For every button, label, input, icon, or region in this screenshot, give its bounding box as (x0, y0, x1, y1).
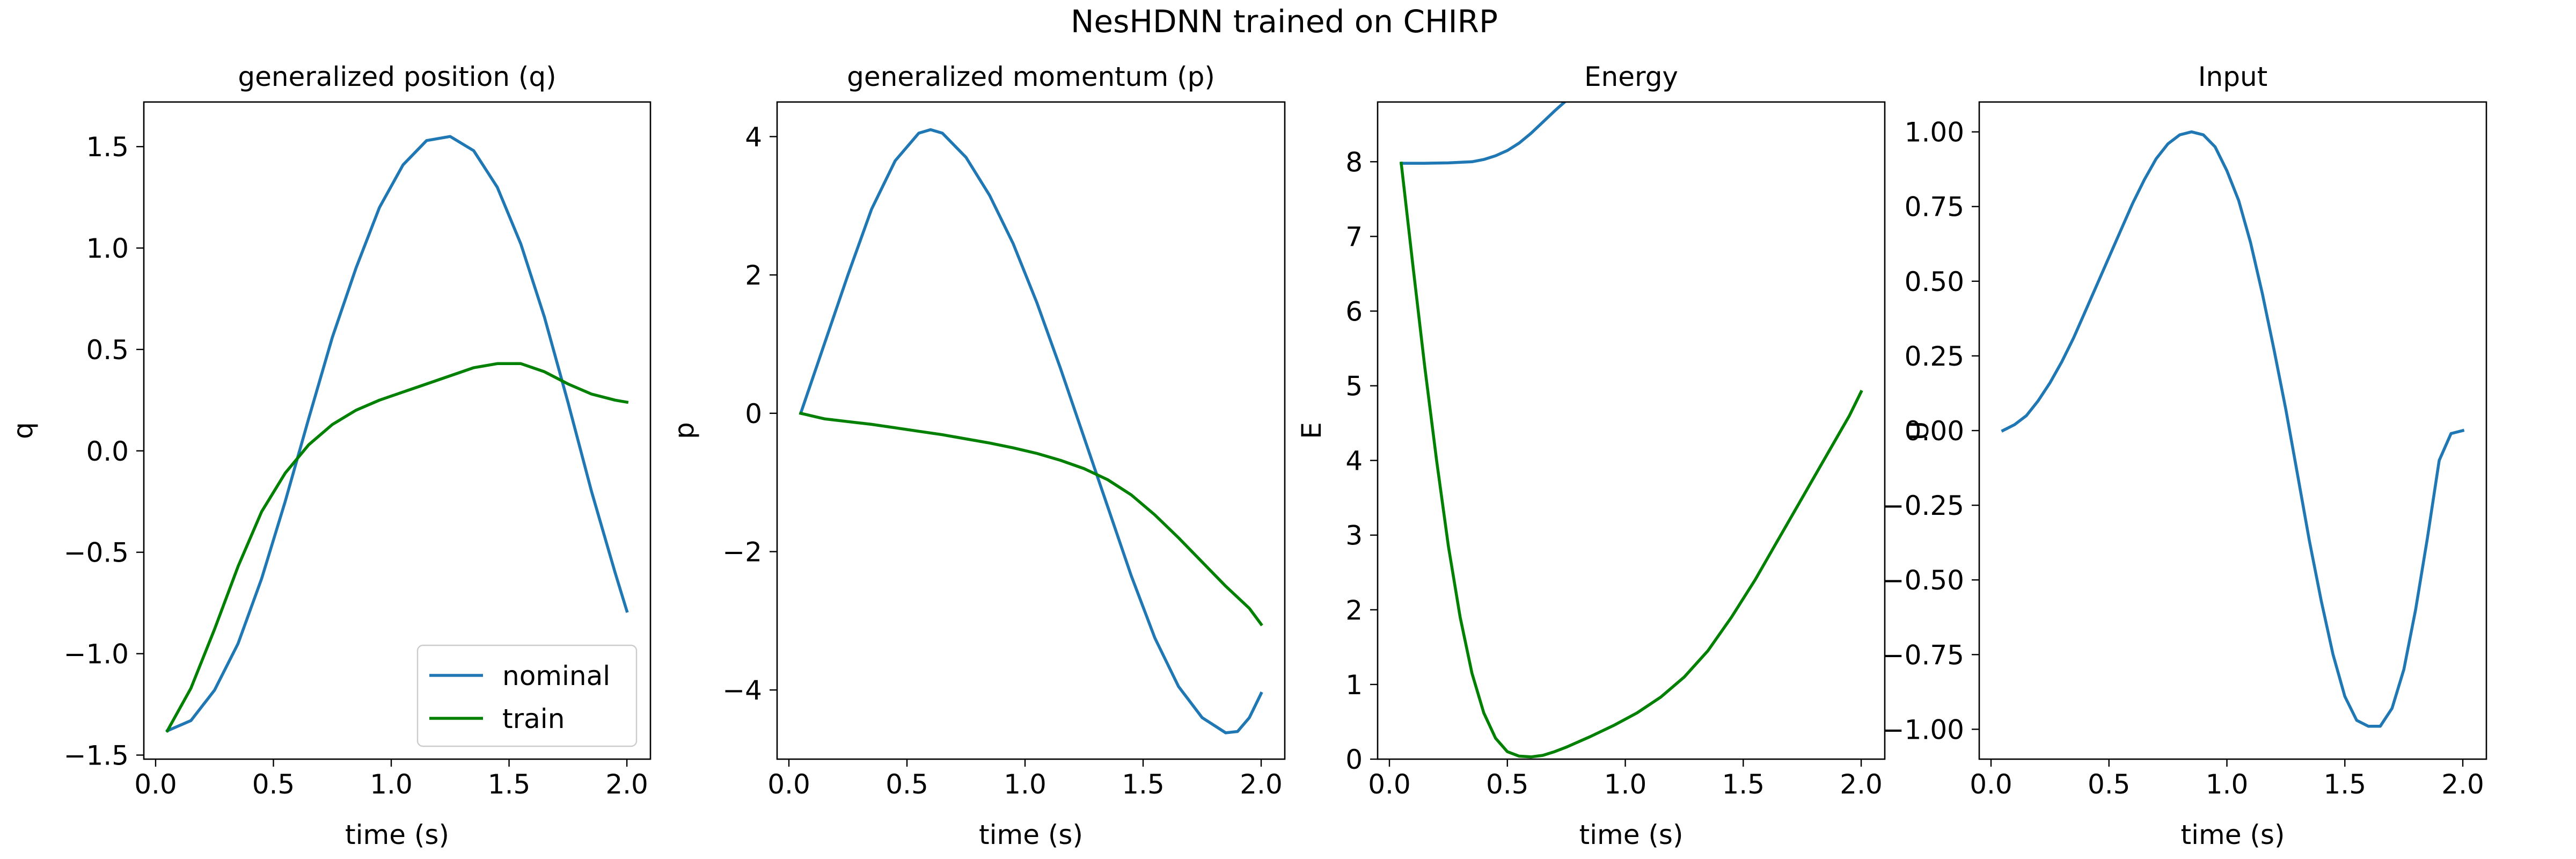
y-tick-label: −0.75 (1882, 639, 1964, 671)
series-nominal-line (1400, 102, 1567, 165)
x-axis-label: time (s) (1579, 819, 1684, 850)
x-tick-label: 0.0 (1970, 769, 2012, 800)
y-tick-label: 0.50 (1905, 266, 1964, 297)
x-axis-label: time (s) (979, 819, 1083, 850)
series-train-line (799, 411, 1263, 627)
y-tick-label: 0.25 (1905, 341, 1964, 372)
y-axis-label: E (1296, 422, 1327, 439)
series-train-line (1399, 162, 1863, 759)
y-tick-label: 0 (1345, 744, 1363, 775)
y-tick-label: −0.25 (1882, 490, 1964, 521)
x-tick-label: 1.5 (1722, 769, 1765, 800)
plot-frame (1978, 101, 2487, 760)
subplot-title: Energy (1584, 61, 1678, 92)
y-tick-label: −0.5 (64, 537, 129, 569)
plot-frame (776, 101, 1286, 760)
x-tick-label: 2.0 (605, 769, 648, 800)
y-tick-label: 6 (1345, 296, 1363, 327)
y-axis-label: q (8, 422, 39, 439)
subplot-2: 0.0 0.5 1.0 1.5 2.0 −4 −2 0 2 4 generalized moment… (669, 61, 1286, 850)
x-tick-label: 1.0 (370, 769, 413, 800)
x-axis-label: time (s) (345, 819, 449, 850)
subplot-1: 0.0 0.5 1.0 1.5 2.0 −1.5 −1.0 −0.5 0.0 0.5 1.0 1.5 g… (8, 61, 652, 850)
plot-frame (143, 101, 652, 760)
y-axis-label: p (669, 422, 700, 439)
x-tick-label: 0.5 (2088, 769, 2131, 800)
legend-label-train: train (502, 703, 565, 734)
y-axis-label: U (1904, 421, 1935, 441)
x-tick-label: 1.5 (2324, 769, 2367, 800)
x-tick-label: 1.0 (1604, 769, 1647, 800)
y-tick-label: 1 (1345, 669, 1363, 701)
y-tick-label: −4 (722, 675, 762, 706)
y-tick-label: 8 (1345, 147, 1363, 178)
subplot-3: 0.0 0.5 1.0 1.5 2.0 0 1 2 3 4 5 6 7 8 Energy time (s) E (1296, 61, 1886, 850)
y-tick-label: −2 (722, 536, 762, 567)
x-tick-label: 1.5 (488, 769, 531, 800)
axes-root: 0.0 0.5 1.0 1.5 2.0 −1.5 −1.0 −0.5 0.0 0.5 1.0 1.5 g… (8, 61, 2487, 850)
y-tick-label: 7 (1345, 221, 1363, 252)
y-tick-label: −0.50 (1882, 565, 1964, 596)
y-tick-label: 0.0 (86, 436, 129, 467)
y-tick-label: 1.00 (1905, 117, 1964, 148)
x-tick-label: 1.5 (1122, 769, 1165, 800)
y-tick-label: −1.0 (64, 639, 129, 670)
y-tick-label: 1.0 (86, 233, 129, 264)
y-tick-label: 5 (1345, 371, 1363, 402)
subplot-4: 0.0 0.5 1.0 1.5 2.0 −1.00 −0.75 −0.50 −0.25 0.00 0… (1882, 61, 2487, 850)
y-tick-label: 2 (745, 260, 762, 291)
x-tick-label: 2.0 (1840, 769, 1883, 800)
x-tick-label: 0.0 (134, 769, 177, 800)
series-train-line (165, 362, 629, 733)
x-tick-label: 2.0 (2441, 769, 2484, 800)
legend: nominal train (416, 644, 638, 747)
y-tick-label: 1.5 (86, 132, 129, 163)
x-tick-label: 0.0 (1368, 769, 1411, 800)
x-tick-label: 0.5 (1486, 769, 1529, 800)
x-tick-label: 1.0 (2206, 769, 2249, 800)
y-tick-label: 0 (745, 398, 762, 430)
x-tick-label: 1.0 (1004, 769, 1046, 800)
y-tick-label: 4 (745, 121, 762, 152)
x-tick-label: 0.0 (767, 769, 810, 800)
subplot-title: Input (2198, 61, 2267, 92)
y-tick-label: 0.75 (1905, 192, 1964, 223)
y-tick-label: −1.00 (1882, 714, 1964, 745)
plot-frame (1377, 101, 1886, 760)
y-tick-label: 3 (1345, 520, 1363, 551)
legend-box (416, 644, 638, 747)
series-nominal-line (165, 135, 629, 733)
x-axis-label: time (s) (2181, 819, 2285, 850)
figure-title: NesHDNN trained on CHIRP (1071, 3, 1498, 40)
series-nominal-line (2001, 130, 2465, 728)
subplot-title: generalized momentum (p) (847, 61, 1215, 92)
y-tick-label: 2 (1345, 595, 1363, 626)
x-tick-label: 0.5 (252, 769, 295, 800)
y-tick-label: 0.00 (1905, 416, 1964, 447)
series-nominal-line (799, 128, 1263, 734)
y-tick-label: −1.5 (64, 740, 129, 771)
y-tick-label: 0.5 (86, 334, 129, 366)
legend-label-nominal: nominal (502, 660, 610, 691)
subplot-title: generalized position (q) (238, 61, 556, 92)
y-tick-label: 4 (1345, 446, 1363, 477)
x-tick-label: 0.5 (885, 769, 928, 800)
x-tick-label: 2.0 (1240, 769, 1283, 800)
